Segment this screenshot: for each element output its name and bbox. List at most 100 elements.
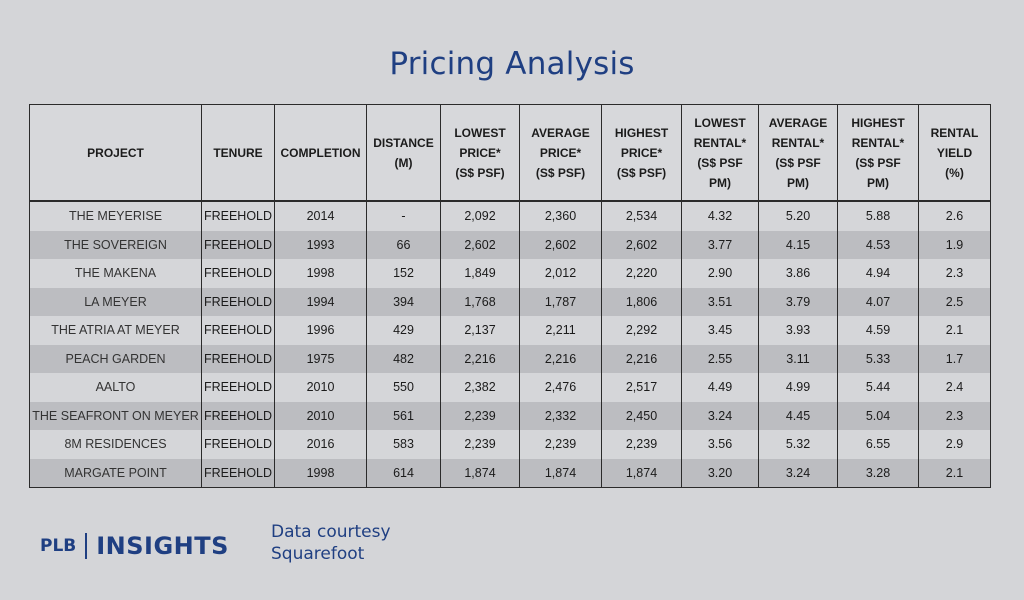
cell-tenure: FREEHOLD — [201, 230, 275, 259]
cell-rental-yield: 2.9 — [918, 430, 991, 459]
cell-lowest-rental: 3.77 — [681, 230, 759, 259]
header-lowest-rental: LOWEST RENTAL* (S$ PSF PM) — [681, 104, 759, 202]
cell-distance: 482 — [366, 344, 441, 373]
cell-project: THE ATRIA AT MEYER — [29, 316, 202, 345]
table-row: THE ATRIA AT MEYER FREEHOLD 1996 429 2,137 2,… — [29, 316, 991, 345]
cell-average-price: 2,476 — [519, 373, 602, 402]
cell-rental-yield: 1.9 — [918, 230, 991, 259]
cell-project: THE SEAFRONT ON MEYER — [29, 401, 202, 430]
cell-completion: 2014 — [274, 201, 367, 231]
cell-completion: 1996 — [274, 316, 367, 345]
cell-lowest-rental: 3.20 — [681, 458, 759, 488]
cell-completion: 1998 — [274, 259, 367, 288]
cell-rental-yield: 2.3 — [918, 259, 991, 288]
cell-lowest-price: 1,768 — [440, 287, 520, 316]
cell-highest-price: 2,517 — [601, 373, 682, 402]
cell-highest-rental: 5.33 — [837, 344, 919, 373]
cell-average-price: 1,874 — [519, 458, 602, 488]
pricing-table: PROJECT TENURE COMPLETION DISTANCE (M) LO… — [29, 104, 991, 488]
cell-average-rental: 5.32 — [758, 430, 838, 459]
cell-highest-price: 2,292 — [601, 316, 682, 345]
header-distance: DISTANCE (M) — [366, 104, 441, 202]
cell-lowest-price: 2,239 — [440, 401, 520, 430]
cell-average-price: 2,360 — [519, 201, 602, 231]
cell-average-rental: 3.24 — [758, 458, 838, 488]
cell-tenure: FREEHOLD — [201, 373, 275, 402]
cell-lowest-price: 2,239 — [440, 430, 520, 459]
cell-lowest-price: 2,216 — [440, 344, 520, 373]
cell-tenure: FREEHOLD — [201, 259, 275, 288]
table-body: THE MEYERISE FREEHOLD 2014-2,092 2,360 2,534… — [29, 201, 991, 488]
cell-lowest-rental: 4.49 — [681, 373, 759, 402]
cell-tenure: FREEHOLD — [201, 458, 275, 488]
header-average-rental: AVERAGE RENTAL* (S$ PSF PM) — [758, 104, 838, 202]
cell-distance: 561 — [366, 401, 441, 430]
cell-highest-rental: 5.04 — [837, 401, 919, 430]
cell-distance: 614 — [366, 458, 441, 488]
cell-distance: 152 — [366, 259, 441, 288]
cell-project: LA MEYER — [29, 287, 202, 316]
cell-average-rental: 4.99 — [758, 373, 838, 402]
cell-project: THE MEYERISE — [29, 201, 202, 231]
cell-lowest-price: 2,092 — [440, 201, 520, 231]
cell-highest-price: 1,806 — [601, 287, 682, 316]
cell-highest-price: 2,602 — [601, 230, 682, 259]
plb-insights-logo: PLB INSIGHTS — [40, 532, 229, 560]
cell-average-rental: 4.45 — [758, 401, 838, 430]
cell-distance: 583 — [366, 430, 441, 459]
cell-tenure: FREEHOLD — [201, 316, 275, 345]
cell-highest-rental: 4.94 — [837, 259, 919, 288]
cell-highest-rental: 4.53 — [837, 230, 919, 259]
logo-plb-text: PLB — [40, 536, 77, 556]
cell-highest-price: 1,874 — [601, 458, 682, 488]
cell-distance: 394 — [366, 287, 441, 316]
cell-average-price: 2,239 — [519, 430, 602, 459]
cell-project: THE SOVEREIGN — [29, 230, 202, 259]
cell-average-rental: 3.93 — [758, 316, 838, 345]
cell-highest-rental: 6.55 — [837, 430, 919, 459]
cell-highest-rental: 5.88 — [837, 201, 919, 231]
cell-rental-yield: 2.5 — [918, 287, 991, 316]
cell-average-rental: 3.86 — [758, 259, 838, 288]
table-row: AALTO FREEHOLD 2010 550 2,382 2,476 2,517 4.49 4… — [29, 373, 991, 402]
cell-average-price: 2,211 — [519, 316, 602, 345]
logo-insights-text: INSIGHTS — [96, 532, 229, 560]
table-row: THE SEAFRONT ON MEYER FREEHOLD 2010 561 2,23… — [29, 401, 991, 430]
cell-completion: 1998 — [274, 458, 367, 488]
cell-tenure: FREEHOLD — [201, 287, 275, 316]
cell-average-rental: 4.15 — [758, 230, 838, 259]
cell-tenure: FREEHOLD — [201, 401, 275, 430]
cell-average-price: 2,216 — [519, 344, 602, 373]
header-completion: COMPLETION — [274, 104, 367, 202]
cell-distance: 550 — [366, 373, 441, 402]
cell-average-price: 1,787 — [519, 287, 602, 316]
cell-rental-yield: 2.4 — [918, 373, 991, 402]
cell-highest-price: 2,216 — [601, 344, 682, 373]
cell-average-price: 2,602 — [519, 230, 602, 259]
cell-lowest-rental: 2.55 — [681, 344, 759, 373]
header-highest-rental: HIGHEST RENTAL* (S$ PSF PM) — [837, 104, 919, 202]
cell-distance: 429 — [366, 316, 441, 345]
courtesy-source: Squarefoot — [271, 544, 365, 564]
cell-tenure: FREEHOLD — [201, 344, 275, 373]
cell-highest-price: 2,239 — [601, 430, 682, 459]
cell-completion: 2010 — [274, 401, 367, 430]
cell-completion: 2010 — [274, 373, 367, 402]
table-row: LA MEYER FREEHOLD 1994 394 1,768 1,787 1,806 3.… — [29, 287, 991, 316]
cell-lowest-price: 2,137 — [440, 316, 520, 345]
cell-tenure: FREEHOLD — [201, 430, 275, 459]
cell-highest-rental: 5.44 — [837, 373, 919, 402]
cell-rental-yield: 1.7 — [918, 344, 991, 373]
header-rental-yield: RENTAL YIELD (%) — [918, 104, 991, 202]
cell-lowest-price: 2,602 — [440, 230, 520, 259]
table-row: PEACH GARDEN FREEHOLD 1975 482 2,216 2,216 2,2… — [29, 344, 991, 373]
cell-highest-price: 2,534 — [601, 201, 682, 231]
cell-rental-yield: 2.6 — [918, 201, 991, 231]
cell-rental-yield: 2.1 — [918, 458, 991, 488]
cell-project: MARGATE POINT — [29, 458, 202, 488]
cell-lowest-rental: 2.90 — [681, 259, 759, 288]
cell-tenure: FREEHOLD — [201, 201, 275, 231]
logo-divider — [85, 533, 88, 559]
table-row: THE MAKENA FREEHOLD 1998 152 1,849 2,012 2,220… — [29, 259, 991, 288]
cell-average-price: 2,332 — [519, 401, 602, 430]
